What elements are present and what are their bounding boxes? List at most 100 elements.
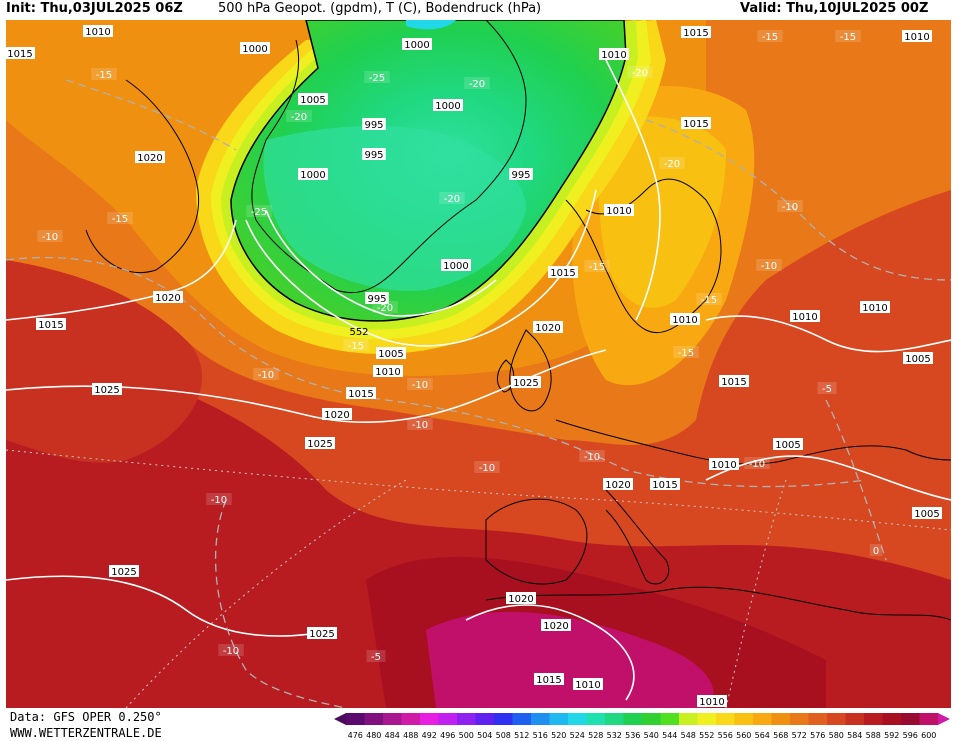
scale-swatch [919, 713, 938, 725]
scale-swatch [475, 713, 494, 725]
temperature-label-bg [407, 378, 433, 390]
isobar-label-bg [376, 347, 406, 359]
isobar-label-text: 1005 [914, 509, 939, 520]
temperature-label-text: -15 [589, 262, 605, 273]
temperature-label: -10 [407, 378, 433, 391]
temperature-label-text: -10 [42, 232, 58, 243]
isobar-label-text: 1010 [699, 697, 724, 708]
temperature-label-bg [744, 457, 770, 469]
temperature-label: -15 [757, 30, 783, 43]
scale-value-label: 600 [921, 731, 936, 740]
isobar-label-bg [362, 118, 386, 130]
isobar-label-text: 995 [364, 120, 383, 131]
isobar-label-bg [912, 507, 942, 519]
isobar-label-bg [92, 383, 122, 395]
scale-value-label: 544 [662, 731, 677, 740]
isobar-label-bg [135, 151, 165, 163]
isobar-label: 1005 [912, 507, 942, 520]
scale-value-label: 568 [773, 731, 788, 740]
scale-value-label: 524 [570, 731, 585, 740]
isobar-label-bg [83, 25, 113, 37]
isobar-label-text: 1010 [711, 460, 736, 471]
isobar-1005-line [245, 189, 597, 347]
isobar-label-text: 1010 [672, 315, 697, 326]
isotherm-minus15-nw [65, 79, 237, 151]
isobar-label-bg [902, 30, 932, 42]
graticule-latitude [6, 449, 951, 531]
isobar-label-text: 1015 [348, 389, 373, 400]
isobar-label-text: 1015 [683, 28, 708, 39]
isobar-label: 1020 [541, 619, 571, 632]
isobar-label: 1015 [650, 478, 680, 491]
temperature-label: -15 [343, 339, 369, 352]
isobar-label-text: 1005 [775, 440, 800, 451]
isobar-label-bg [719, 375, 749, 387]
italy-coast [605, 489, 669, 585]
temperature-label-text: -15 [112, 214, 128, 225]
temperature-label-text: -10 [412, 420, 428, 431]
isobar-label: 995 [362, 148, 386, 161]
scale-value-label: 588 [866, 731, 881, 740]
isobar-label: 1010 [373, 365, 403, 378]
isobar-label-text: 1025 [309, 629, 334, 640]
isobar-label-text: 1010 [375, 367, 400, 378]
contour-552-label: 552 [349, 327, 368, 338]
isobar-label-text: 1010 [601, 50, 626, 61]
isobar-label: 1015 [681, 117, 711, 130]
isobar-label-text: 1025 [513, 378, 538, 389]
isobar-label-text: 1025 [307, 439, 332, 450]
isobar-label-text: 1005 [905, 354, 930, 365]
scandinavia-coast [565, 178, 722, 334]
isobar-995-line [265, 209, 497, 317]
scale-value-label: 508 [496, 731, 511, 740]
greenland-coast [251, 20, 527, 294]
isobar-label: 1005 [903, 352, 933, 365]
temperature-label-bg [579, 450, 605, 462]
temperature-label-text: -20 [469, 79, 485, 90]
isobar-label-text: 1000 [242, 44, 267, 55]
graticule [6, 449, 951, 708]
isobar-label-bg [599, 48, 629, 60]
scale-swatch [605, 713, 624, 725]
temperature-label: -10 [407, 418, 433, 431]
temperature-label-bg [756, 259, 782, 271]
isobar-label-bg [697, 695, 727, 707]
temperature-label-text: -25 [251, 207, 267, 218]
scale-swatch [586, 713, 605, 725]
scale-swatch [438, 713, 457, 725]
scale-value-label: 520 [551, 731, 566, 740]
temperature-label-text: -10 [258, 370, 274, 381]
isobar-label: 1020 [153, 291, 183, 304]
isobar-label: 1000 [441, 259, 471, 272]
scale-value-label: 572 [792, 731, 807, 740]
temperature-label: -10 [474, 461, 500, 474]
isobar-label-text: 1010 [606, 206, 631, 217]
isobar-label: 1010 [790, 310, 820, 323]
isobar-label-text: 1020 [535, 323, 560, 334]
temperature-label-text: -10 [412, 380, 428, 391]
scale-swatch [512, 713, 531, 725]
isobar-label-text: 1025 [94, 385, 119, 396]
isotherm-minus10 [6, 256, 867, 488]
temperature-label-bg [869, 544, 883, 556]
scale-value-label: 596 [903, 731, 918, 740]
temperature-label-text: -10 [782, 202, 798, 213]
isobar-label-text: 1020 [543, 621, 568, 632]
isobar-label: 1025 [109, 565, 139, 578]
isobar-label: 1010 [573, 678, 603, 691]
valid-time: Valid: Thu,10JUL2025 00Z [740, 1, 929, 16]
isobar-label-bg [322, 408, 352, 420]
scale-swatch [568, 713, 587, 725]
temperature-label-bg [439, 192, 465, 204]
scale-value-label: 540 [644, 731, 659, 740]
isobar-label-bg [681, 26, 711, 38]
color-scale-boxes [334, 713, 950, 725]
scale-swatch [734, 713, 753, 725]
temperature-label: -20 [439, 192, 465, 205]
isobar-label: 1010 [604, 204, 634, 217]
temperature-label: -10 [579, 450, 605, 463]
isobar-label: 1000 [298, 168, 328, 181]
temperature-label: -20 [659, 157, 685, 170]
scale-value-label: 480 [366, 731, 381, 740]
temperature-label-bg [627, 66, 653, 78]
